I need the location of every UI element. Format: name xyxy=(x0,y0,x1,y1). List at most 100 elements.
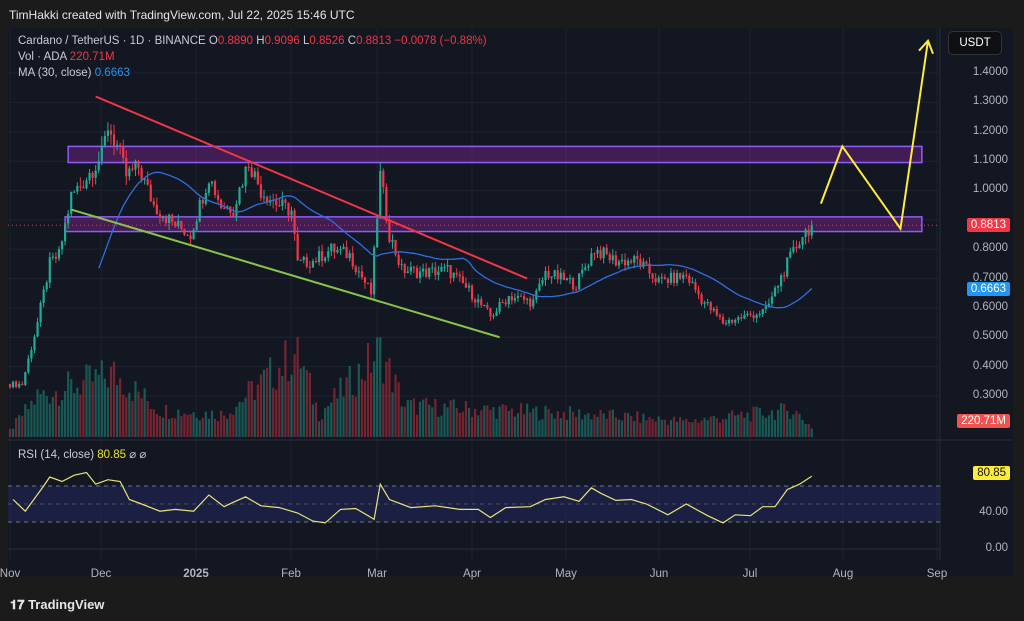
volume-bar xyxy=(235,406,238,437)
candle-body xyxy=(97,161,100,171)
candle-body xyxy=(666,279,669,283)
volume-bar xyxy=(501,404,504,437)
volume-bar xyxy=(792,414,795,437)
volume-bar xyxy=(177,409,180,437)
price-tick-label: 1.1000 xyxy=(972,154,1008,167)
ma-legend[interactable]: MA (30, close) 0.6663 xyxy=(18,67,130,79)
volume-bar xyxy=(336,398,339,437)
volume-bar xyxy=(18,415,21,437)
volume-bar xyxy=(780,403,783,437)
candle-body xyxy=(155,204,158,214)
candle-body xyxy=(559,272,562,280)
volume-bar xyxy=(795,410,798,437)
candle-body xyxy=(369,282,373,295)
volume-bar xyxy=(731,410,734,437)
time-tick-label: Feb xyxy=(281,568,301,580)
volume-bar xyxy=(510,408,513,437)
candle-body xyxy=(578,273,581,290)
volume-bar xyxy=(116,385,119,437)
volume-bar xyxy=(299,368,302,437)
candle-body xyxy=(587,265,590,268)
volume-bar xyxy=(688,422,691,437)
volume-bar xyxy=(801,419,804,437)
tradingview-logo[interactable]: 𝟏𝟕 TradingView xyxy=(10,597,104,613)
volume-legend[interactable]: Vol · ADA 220.71M xyxy=(18,51,115,63)
time-tick-label: Sep xyxy=(926,568,948,580)
volume-bar xyxy=(293,354,296,437)
volume-bar xyxy=(648,417,651,437)
candle-body xyxy=(767,303,770,307)
volume-bar xyxy=(373,361,376,437)
candle-body xyxy=(639,259,642,267)
candle-body xyxy=(134,160,137,170)
candle-body xyxy=(116,144,119,146)
volume-bar xyxy=(452,399,455,437)
change-value: −0.0078 (−0.88%) xyxy=(394,35,487,47)
volume-bar xyxy=(91,381,94,437)
volume-label: Vol · ADA xyxy=(18,51,67,63)
candle-body xyxy=(700,294,703,304)
volume-bar xyxy=(290,374,293,437)
candle-body xyxy=(553,270,556,277)
chart-frame[interactable] xyxy=(8,28,1013,576)
time-tick-label: Nov xyxy=(0,568,21,580)
candle-body xyxy=(406,271,409,274)
candle-body xyxy=(669,272,673,283)
volume-bar xyxy=(749,421,752,437)
volume-bar xyxy=(675,421,679,437)
volume-bar xyxy=(599,409,602,437)
candle-body xyxy=(541,280,544,284)
candle-body xyxy=(718,315,722,317)
volume-bar xyxy=(440,415,443,437)
brand-name: TradingView xyxy=(28,597,105,612)
volume-bar xyxy=(724,419,728,437)
rsi-legend[interactable]: RSI (14, close) 80.85 ⌀ ⌀ xyxy=(18,447,146,461)
volume-bar xyxy=(721,419,725,437)
candle-body xyxy=(602,247,605,259)
volume-bar xyxy=(155,413,158,437)
volume-bar xyxy=(238,401,241,437)
volume-bar xyxy=(593,414,596,437)
volume-bar xyxy=(529,412,532,437)
volume-bar xyxy=(700,420,703,437)
candle-body xyxy=(207,183,210,193)
volume-bar xyxy=(70,379,73,437)
volume-bar xyxy=(152,409,155,437)
volume-bar xyxy=(532,408,535,437)
volume-bar xyxy=(431,407,434,437)
symbol-title[interactable]: Cardano / TetherUS · 1D · BINANCE xyxy=(18,35,206,47)
volume-bar xyxy=(758,407,761,437)
volume-bar xyxy=(458,413,461,437)
volume-bar xyxy=(568,406,572,437)
candle-body xyxy=(504,302,507,305)
candle-body xyxy=(483,305,486,307)
volume-bar xyxy=(308,372,311,437)
candle-body xyxy=(679,273,682,279)
volume-bar xyxy=(470,416,474,437)
candle-body xyxy=(443,266,446,268)
volume-bar xyxy=(620,420,624,437)
candle-body xyxy=(379,170,382,219)
volume-bar xyxy=(412,398,416,437)
candle-body xyxy=(394,239,397,255)
volume-bar xyxy=(391,392,394,437)
candle-body xyxy=(798,244,801,249)
currency-button[interactable]: USDT xyxy=(948,31,1002,55)
volume-bar xyxy=(666,424,669,437)
candle-body xyxy=(122,146,125,158)
candle-body xyxy=(682,274,685,279)
volume-bar xyxy=(305,370,308,437)
volume-bar xyxy=(669,420,673,437)
volume-bar xyxy=(82,380,85,437)
volume-bar xyxy=(220,410,223,437)
volume-bar xyxy=(45,396,48,437)
volume-bar xyxy=(262,369,266,437)
volume-bar xyxy=(354,396,357,437)
volume-bar xyxy=(131,400,134,437)
candle-body xyxy=(250,167,253,178)
candle-body xyxy=(575,289,578,291)
candle-body xyxy=(119,144,122,147)
trendline xyxy=(70,208,500,339)
candle-body xyxy=(467,285,471,288)
